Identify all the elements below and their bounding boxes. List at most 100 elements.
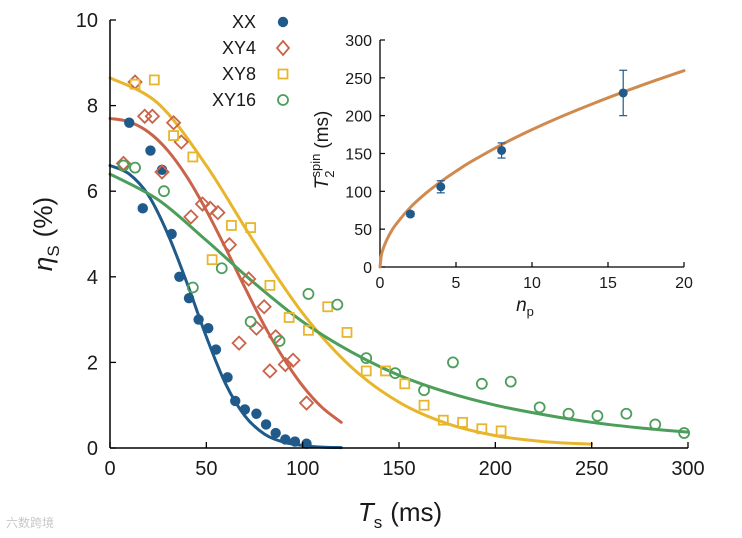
data-point-xy8 bbox=[399, 378, 411, 390]
data-point-xy8 bbox=[129, 78, 141, 90]
main-y-label: ηS(%) bbox=[28, 197, 63, 271]
data-point-xx bbox=[203, 322, 214, 334]
data-point-xy4 bbox=[202, 200, 218, 217]
inset-x-tick-label: 15 bbox=[599, 275, 617, 292]
main-y-tick-label: 8 bbox=[87, 96, 98, 118]
inset-y-tick-label: 150 bbox=[345, 147, 372, 164]
main-x-tick-label: 0 bbox=[104, 458, 115, 480]
data-point-xy16 bbox=[273, 335, 286, 347]
data-point-xx bbox=[124, 117, 135, 128]
inset-x-tick-label: 0 bbox=[376, 275, 385, 292]
inset-chart: 0 5 10 15 20 0 50 100 150 200 250 300 np T2spin(ms… bbox=[308, 33, 693, 319]
inset-data-point bbox=[436, 182, 446, 192]
inset-y-tick-label: 250 bbox=[345, 71, 372, 88]
data-point-xy4 bbox=[285, 352, 301, 369]
main-x-tick-label: 250 bbox=[575, 458, 608, 480]
data-point-xy8 bbox=[341, 327, 353, 338]
data-point-xy4 bbox=[144, 108, 161, 125]
legend-marker-xy8 bbox=[277, 68, 289, 80]
legend-label-xy16: XY16 bbox=[212, 90, 256, 110]
data-point-xy16 bbox=[678, 427, 691, 439]
inset-x-tick-label: 5 bbox=[452, 275, 461, 292]
data-point-xy16 bbox=[244, 315, 257, 328]
inset-data-point bbox=[618, 88, 628, 98]
data-point-xy16 bbox=[129, 161, 141, 174]
inset-data-points bbox=[405, 69, 628, 219]
main-x-tick-label: 150 bbox=[382, 458, 415, 480]
legend-marker-xy16 bbox=[277, 94, 289, 106]
data-point-xx bbox=[174, 271, 185, 282]
main-y-tick-label: 4 bbox=[87, 267, 98, 289]
main-x-ticks: 0 50 100 150 200 250 300 bbox=[104, 442, 705, 480]
inset-y-tick-label: 0 bbox=[363, 260, 372, 277]
data-point-xy16 bbox=[562, 407, 575, 420]
main-x-tick-label: 200 bbox=[479, 458, 512, 480]
data-point-xy4 bbox=[210, 204, 226, 221]
data-point-xx bbox=[222, 372, 233, 383]
inset-y-ticks: 0 50 100 150 200 250 300 bbox=[345, 33, 385, 277]
data-point-xy4 bbox=[183, 209, 199, 225]
legend-label-xx: XX bbox=[232, 12, 256, 32]
data-point-xx bbox=[239, 404, 251, 415]
data-point-xy4 bbox=[240, 271, 257, 287]
data-point-xy8 bbox=[457, 416, 468, 428]
data-point-xy8 bbox=[187, 151, 199, 163]
legend-marker-xx bbox=[277, 16, 289, 28]
main-y-ticks: 0 2 4 6 8 10 bbox=[76, 10, 116, 460]
data-point-xx bbox=[166, 228, 177, 240]
data-point-xx bbox=[280, 434, 291, 445]
data-point-xx bbox=[145, 145, 156, 156]
data-point-xy4 bbox=[194, 196, 211, 212]
data-point-xy16 bbox=[591, 409, 604, 422]
data-point-xx bbox=[210, 344, 222, 355]
data-point-xy8 bbox=[148, 74, 160, 86]
legend: XX XY4 XY8 XY16 bbox=[212, 12, 291, 110]
data-point-xy8 bbox=[168, 130, 179, 141]
main-y-tick-label: 10 bbox=[76, 10, 98, 32]
data-point-xy16 bbox=[186, 281, 199, 294]
inset-fit-line bbox=[378, 69, 686, 269]
data-point-xy8 bbox=[303, 324, 314, 336]
data-point-xy8 bbox=[322, 301, 334, 313]
data-point-xy16 bbox=[475, 377, 488, 390]
data-point-xy8 bbox=[437, 414, 449, 426]
inset-x-tick-label: 10 bbox=[523, 275, 541, 292]
data-point-xy16 bbox=[504, 375, 517, 388]
data-point-xx bbox=[301, 438, 312, 449]
data-point-xy16 bbox=[418, 384, 430, 397]
legend-label-xy8: XY8 bbox=[222, 64, 256, 84]
data-point-xx bbox=[230, 395, 241, 407]
data-point-xy8 bbox=[360, 365, 372, 377]
inset-x-ticks: 0 5 10 15 20 bbox=[376, 262, 693, 292]
data-point-xy16 bbox=[158, 185, 170, 198]
main-y-tick-label: 2 bbox=[87, 352, 98, 374]
data-point-xy16 bbox=[533, 401, 546, 414]
inset-y-tick-label: 200 bbox=[345, 109, 372, 126]
data-point-xx bbox=[251, 408, 262, 419]
data-point-xy4 bbox=[221, 236, 238, 253]
data-point-xy4 bbox=[165, 114, 182, 131]
fit-line-xy8 bbox=[108, 76, 594, 446]
inset-y-tick-label: 100 bbox=[345, 184, 372, 201]
data-point-xy8 bbox=[225, 220, 237, 231]
inset-data-point bbox=[405, 209, 415, 219]
data-point-xy4 bbox=[262, 363, 278, 379]
main-x-tick-label: 100 bbox=[286, 458, 319, 480]
inset-fit-curve bbox=[378, 69, 686, 269]
data-point-xy4 bbox=[256, 298, 272, 315]
data-point-xy16 bbox=[447, 356, 459, 369]
data-point-xy4 bbox=[231, 335, 247, 351]
data-point-xy8 bbox=[283, 312, 295, 323]
data-point-xy16 bbox=[302, 288, 315, 300]
inset-y-tick-label: 50 bbox=[354, 222, 372, 239]
watermark: 六数跨境 bbox=[6, 516, 55, 530]
data-point-xy16 bbox=[117, 159, 130, 172]
main-x-tick-label: 300 bbox=[671, 458, 704, 480]
data-point-xy4 bbox=[298, 395, 315, 411]
data-point-xy8 bbox=[206, 254, 218, 266]
legend-label-xy4: XY4 bbox=[222, 38, 256, 58]
data-point-xx bbox=[183, 293, 195, 304]
data-point-xy8 bbox=[264, 279, 276, 291]
inset-data-point bbox=[497, 145, 507, 155]
